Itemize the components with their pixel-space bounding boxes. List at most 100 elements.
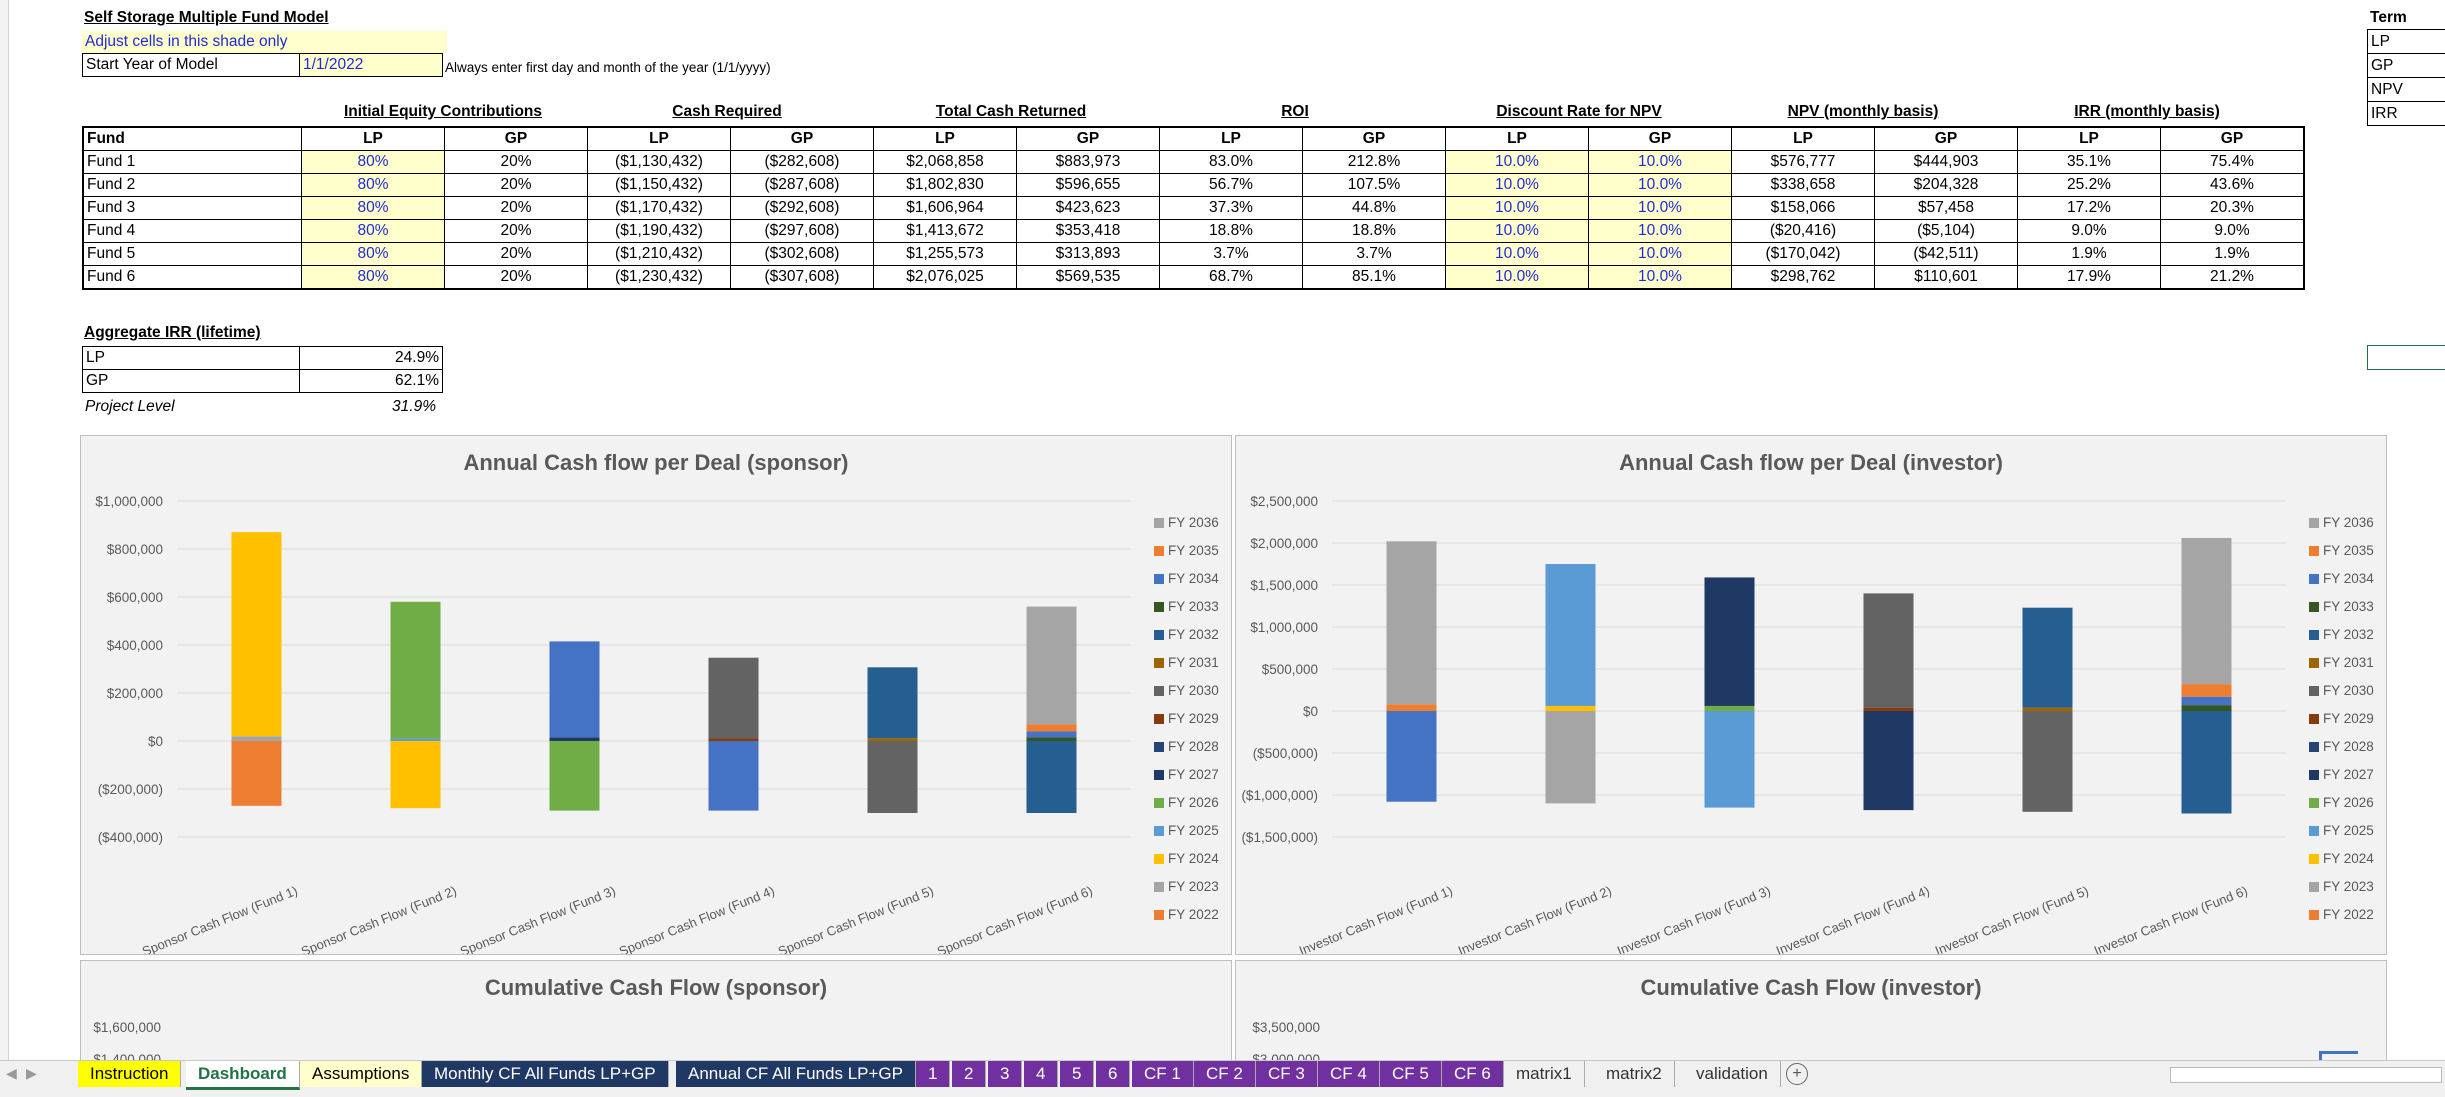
bar-segment[interactable] [2181,696,2232,706]
bar-segment[interactable] [231,741,282,806]
bar-segment[interactable] [1545,705,1596,711]
sheet-tab[interactable]: 2 [952,1061,987,1087]
investor-chart-container[interactable]: Annual Cash flow per Deal (investor) $2,… [1235,435,2387,955]
fund-cell[interactable]: $298,762 [1731,265,1875,290]
tab-scroll-right-icon[interactable]: ▶ [26,1065,37,1081]
sheet-tab[interactable]: Instruction [78,1061,182,1087]
fund-cell[interactable]: 3.7% [1302,242,1446,266]
bar-segment[interactable] [2181,537,2232,685]
fund-cell[interactable]: ($1,190,432) [587,219,731,243]
fund-cell[interactable]: $423,623 [1016,196,1160,220]
bar-segment[interactable] [1704,705,1755,711]
fund-cell[interactable]: $569,535 [1016,265,1160,290]
fund-cell[interactable]: $1,802,830 [873,173,1017,197]
bar-segment[interactable] [2181,684,2232,697]
term-item[interactable]: LP [2367,29,2445,54]
bar-segment[interactable] [1386,704,1437,711]
sheet-tab[interactable]: CF 6 [1442,1061,1504,1087]
fund-cell[interactable]: 83.0% [1159,150,1303,174]
fund-cell[interactable]: 10.0% [1445,196,1589,220]
sheet-tab[interactable]: matrix1 [1504,1061,1585,1087]
sheet-tab[interactable]: CF 1 [1132,1061,1194,1087]
bar-segment[interactable] [1545,711,1596,804]
sheet-tab[interactable]: CF 4 [1318,1061,1380,1087]
bar-segment[interactable] [1026,606,1077,725]
tab-scroll-left-icon[interactable]: ◀ [6,1065,17,1081]
sheet-tab[interactable]: Assumptions [300,1061,423,1087]
bar-segment[interactable] [549,741,600,811]
fund-cell[interactable]: $2,068,858 [873,150,1017,174]
sheet-tab[interactable]: 3 [988,1061,1023,1087]
fund-cell[interactable]: 10.0% [1445,173,1589,197]
fund-cell[interactable]: 212.8% [1302,150,1446,174]
bar-segment[interactable] [1704,711,1755,808]
fund-cell[interactable]: 80% [301,196,445,220]
sheet-tab[interactable]: 6 [1096,1061,1131,1087]
bar-segment[interactable] [2022,607,2073,708]
fund-cell[interactable]: $596,655 [1016,173,1160,197]
selected-cell[interactable] [2367,345,2445,370]
bar-segment[interactable] [231,532,282,737]
bar-segment[interactable] [1386,711,1437,802]
fund-cell[interactable]: $110,601 [1874,265,2018,290]
bar-segment[interactable] [1863,707,1914,711]
fund-cell[interactable]: 56.7% [1159,173,1303,197]
bar-segment[interactable] [2181,705,2232,711]
fund-cell[interactable]: 80% [301,219,445,243]
fund-cell[interactable]: 37.3% [1159,196,1303,220]
bar-segment[interactable] [2181,711,2232,814]
fund-cell[interactable]: 10.0% [1588,196,1732,220]
sheet-tab[interactable]: CF 3 [1256,1061,1318,1087]
fund-cell[interactable]: 17.2% [2017,196,2161,220]
fund-cell[interactable]: 80% [301,173,445,197]
sheet-tab[interactable]: Annual CF All Funds LP+GP [676,1061,916,1087]
start-year-input[interactable]: 1/1/2022 [299,53,443,77]
fund-cell[interactable]: ($1,150,432) [587,173,731,197]
sheet-tab[interactable]: 4 [1024,1061,1059,1087]
fund-cell[interactable]: 18.8% [1302,219,1446,243]
worksheet[interactable]: Self Storage Multiple Fund Model Adjust … [0,0,2445,1060]
fund-cell[interactable]: 10.0% [1445,219,1589,243]
fund-cell[interactable]: $444,903 [1874,150,2018,174]
fund-cell[interactable]: 43.6% [2160,173,2305,197]
fund-cell[interactable]: 20.3% [2160,196,2305,220]
bar-segment[interactable] [867,667,918,739]
fund-cell[interactable]: ($287,608) [730,173,874,197]
fund-cell[interactable]: $1,255,573 [873,242,1017,266]
sheet-tab[interactable]: Monthly CF All Funds LP+GP [422,1061,669,1087]
horizontal-scrollbar[interactable] [2170,1067,2442,1083]
cum-investor-chart-container[interactable]: Cumulative Cash Flow (investor) $3,500,0… [1235,960,2387,1060]
fund-cell[interactable]: 10.0% [1588,242,1732,266]
fund-cell[interactable]: 20% [444,196,588,220]
fund-cell[interactable]: ($1,230,432) [587,265,731,290]
fund-cell[interactable]: 18.8% [1159,219,1303,243]
fund-cell[interactable]: $1,413,672 [873,219,1017,243]
bar-segment[interactable] [549,641,600,738]
fund-cell[interactable]: $2,076,025 [873,265,1017,290]
fund-cell[interactable]: $576,777 [1731,150,1875,174]
fund-cell[interactable]: ($1,170,432) [587,196,731,220]
aggregate-value[interactable]: 24.9% [299,346,443,370]
bar-segment[interactable] [1026,724,1077,732]
bar-segment[interactable] [2022,707,2073,711]
fund-cell[interactable]: 10.0% [1588,219,1732,243]
bar-segment[interactable] [549,737,600,741]
bar-segment[interactable] [1026,741,1077,813]
fund-cell[interactable]: $338,658 [1731,173,1875,197]
bar-segment[interactable] [390,601,441,739]
fund-cell[interactable]: ($297,608) [730,219,874,243]
bar-segment[interactable] [1863,711,1914,811]
fund-cell[interactable]: $158,066 [1731,196,1875,220]
bar-segment[interactable] [2022,711,2073,812]
fund-cell[interactable]: 20% [444,242,588,266]
fund-cell[interactable]: 68.7% [1159,265,1303,290]
bar-segment[interactable] [1026,731,1077,738]
fund-cell[interactable]: 3.7% [1159,242,1303,266]
fund-cell[interactable]: ($307,608) [730,265,874,290]
fund-cell[interactable]: ($20,416) [1731,219,1875,243]
bar-segment[interactable] [1545,564,1596,706]
bar-segment[interactable] [1704,577,1755,706]
fund-cell[interactable]: ($292,608) [730,196,874,220]
fund-cell[interactable]: 20% [444,265,588,290]
fund-cell[interactable]: 17.9% [2017,265,2161,290]
